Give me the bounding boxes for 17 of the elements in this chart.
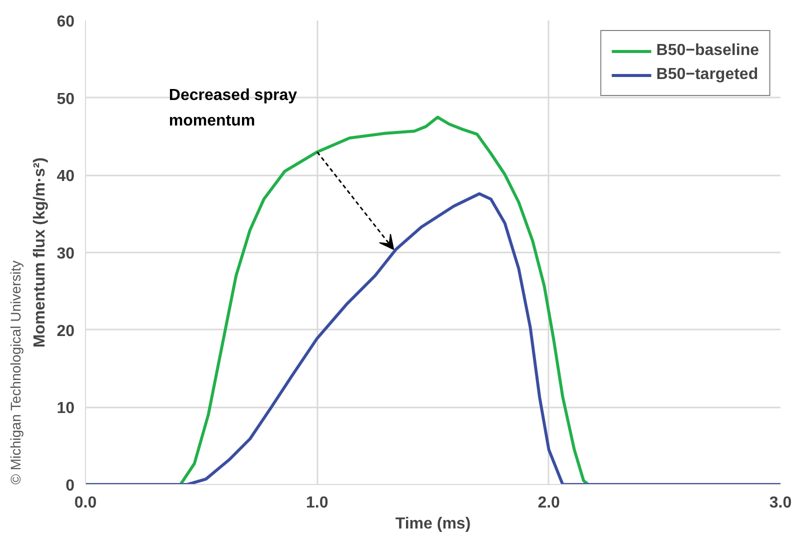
legend-label: B50−baseline — [656, 42, 759, 60]
y-tick-label: 10 — [56, 400, 75, 418]
annotation: Decreased spray momentum — [168, 87, 298, 130]
x-tick-label: 3.0 — [769, 494, 792, 512]
x-tick-label: 2.0 — [538, 494, 560, 512]
x-tick-label: 0.0 — [74, 494, 97, 512]
x-axis-title: Time (ms) — [395, 516, 471, 532]
legend-label: B50−targeted — [656, 66, 758, 84]
text: © Michigan Technological University — [8, 260, 24, 484]
y-tick-label: 50 — [56, 90, 75, 108]
y-tick-label: 0 — [66, 478, 75, 494]
x-tick-label: 1.0 — [306, 494, 328, 512]
y-tick-label: 60 — [56, 14, 75, 30]
y-tick-label: 20 — [56, 322, 75, 340]
y-tick-label: 30 — [56, 246, 75, 262]
y-tick-label: 40 — [56, 168, 75, 186]
y-axis-title: Momentum flux (kg/m·s²) — [32, 157, 49, 348]
